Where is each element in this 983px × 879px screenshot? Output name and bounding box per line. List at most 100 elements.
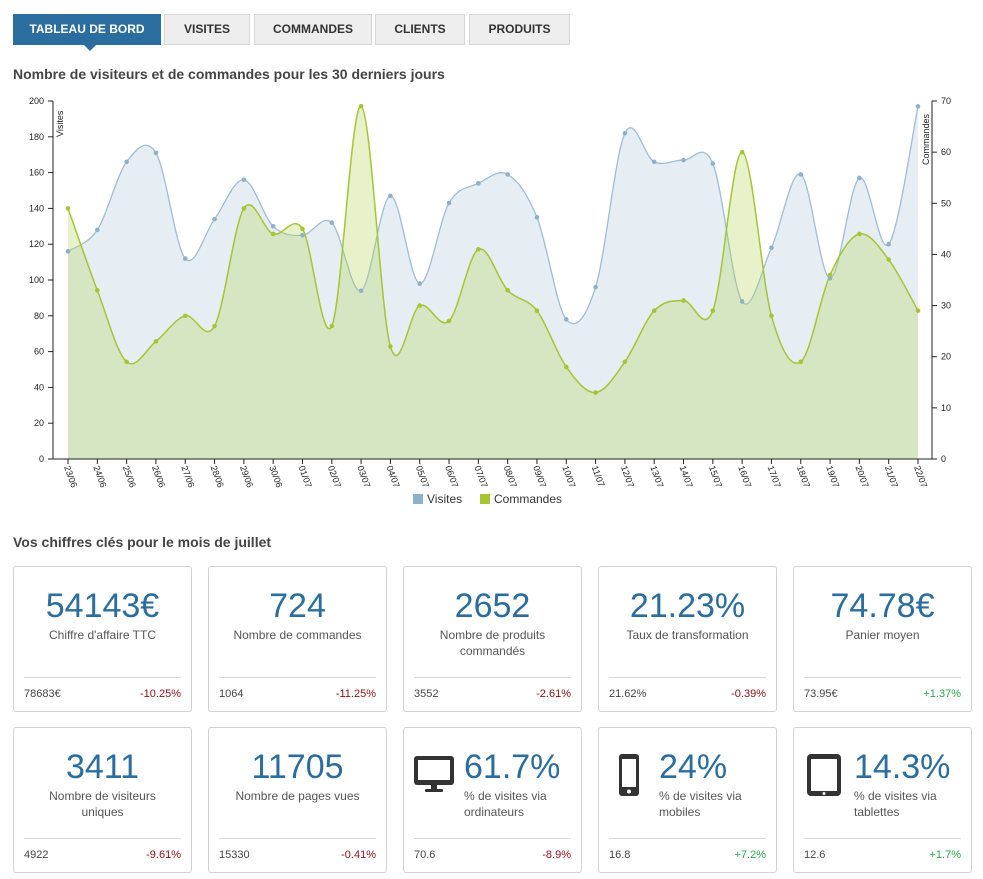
commandes-point — [95, 287, 100, 293]
commandes-point — [212, 323, 217, 329]
x-tick-label: 05/07 — [414, 464, 431, 489]
kpi-diff: -2.61% — [536, 688, 571, 700]
kpi-value: 54143€ — [45, 587, 160, 625]
kpi-previous: 16.8 — [609, 849, 631, 861]
x-tick-label: 11/07 — [590, 464, 607, 488]
y-right-tick-label: 70 — [941, 96, 951, 106]
visites-point — [622, 130, 628, 136]
x-tick-label: 22/07 — [912, 464, 929, 489]
visites-point — [563, 317, 569, 322]
commandes-point — [739, 149, 745, 155]
visites-point — [212, 216, 217, 222]
kpi-card-panier: 74.78€ Panier moyen 73.95€ +1.37% — [793, 566, 972, 712]
commandes-point — [857, 231, 862, 237]
y-left-tick-label: 40 — [34, 382, 44, 392]
commandes-point — [651, 308, 657, 313]
commandes-point — [769, 313, 774, 319]
visits-orders-chart: 0 20 40 60 80 100 120 140 160 180 200 0 10 20 30 40 50 60… — [29, 96, 951, 506]
kpi-card-visiteurs: 3411 Nombre de visiteurs uniques 4922 -9… — [13, 727, 192, 873]
tab-produits[interactable]: PRODUITS — [469, 14, 570, 45]
x-tick-label: 29/06 — [238, 464, 255, 489]
divider — [414, 677, 571, 678]
x-tick-label: 24/06 — [91, 464, 108, 489]
divider — [219, 677, 376, 678]
commandes-point — [388, 344, 393, 349]
tab-tableau-de-bord[interactable]: TABLEAU DE BORD — [13, 14, 161, 51]
commandes-point — [65, 206, 71, 211]
visites-point — [182, 256, 188, 261]
kpi-value: 11705 — [251, 748, 344, 786]
commandes-point — [534, 308, 540, 313]
commandes-point — [300, 226, 305, 232]
visites-point — [95, 227, 100, 233]
kpi-card-commandes: 724 Nombre de commandes 1064 -11.25% — [208, 566, 387, 712]
tablet-icon — [807, 754, 841, 796]
commandes-point — [710, 308, 716, 313]
divider — [609, 677, 766, 678]
x-tick-label: 28/06 — [209, 464, 226, 489]
kpi-card-ordinateurs: 61.7% % de visites via ordinateurs 70.6 … — [403, 727, 582, 873]
kpi-card-tablettes: 14.3% % de visites via tablettes 12.6 +1… — [793, 727, 972, 873]
kpi-diff: -8.9% — [542, 849, 571, 861]
commandes-point — [827, 272, 833, 278]
y-left-tick-label: 20 — [34, 418, 44, 428]
divider — [609, 838, 766, 839]
chart-title: Nombre de visiteurs et de commandes pour… — [13, 66, 445, 82]
kpi-diff: -9.61% — [146, 849, 181, 861]
kpi-value: 74.78€ — [830, 587, 935, 625]
tab-visites[interactable]: VISITES — [164, 14, 250, 45]
visites-point — [329, 220, 335, 226]
legend-label: Commandes — [494, 492, 562, 506]
x-tick-label: 27/06 — [179, 464, 196, 489]
tab-clients[interactable]: CLIENTS — [375, 14, 465, 45]
visites-point — [886, 241, 891, 247]
divider — [804, 677, 961, 678]
commandes-point — [886, 257, 891, 262]
kpi-diff: -11.25% — [335, 688, 376, 700]
visites-point — [681, 157, 686, 163]
commandes-point — [241, 206, 247, 211]
commandes-area — [68, 106, 918, 459]
kpi-value: 2652 — [454, 587, 531, 625]
visites-point — [153, 150, 159, 156]
tab-commandes[interactable]: COMMANDES — [254, 14, 372, 45]
y-right-tick-label: 30 — [941, 301, 951, 311]
kpi-label: Nombre de visiteurs uniques — [49, 789, 156, 819]
kpi-label: % de visites via tablettes — [854, 789, 937, 819]
y-right-tick-label: 0 — [941, 454, 946, 464]
y-right-tick-label: 60 — [941, 147, 951, 157]
commandes-point — [417, 303, 423, 308]
divider — [414, 838, 571, 839]
y-right-tick-label: 40 — [941, 249, 951, 259]
kpi-diff: +1.37% — [923, 688, 961, 700]
visites-point — [827, 275, 833, 281]
kpi-label: Nombre de produits commandés — [439, 628, 546, 658]
divider — [219, 838, 376, 839]
commandes-point — [182, 313, 188, 319]
x-tick-label: 26/06 — [150, 464, 167, 489]
kpi-label: Nombre de commandes — [233, 628, 362, 642]
x-tick-label: 15/07 — [707, 464, 724, 489]
commandes-point — [915, 308, 921, 313]
kpi-previous: 1064 — [219, 688, 244, 700]
visites-point — [505, 172, 510, 177]
x-tick-label: 10/07 — [560, 464, 577, 489]
x-tick-label: 14/07 — [678, 464, 695, 489]
kpi-label: % de visites via ordinateurs — [464, 789, 547, 819]
kpi-diff: -10.25% — [140, 688, 181, 700]
commandes-point — [329, 323, 335, 329]
y-left-tick-label: 60 — [34, 347, 44, 357]
kpi-card-ca: 54143€ Chiffre d'affaire TTC 78683€ -10.… — [13, 566, 192, 712]
visites-point — [534, 215, 540, 220]
x-tick-label: 16/07 — [736, 464, 753, 489]
y-left-tick-label: 100 — [29, 275, 44, 285]
visites-point — [417, 281, 423, 286]
kpi-previous: 21.62% — [609, 688, 647, 700]
kpi-previous: 4922 — [24, 849, 49, 861]
visites-point — [446, 200, 452, 206]
y-left-tick-label: 140 — [29, 203, 44, 213]
legend-swatch — [413, 494, 423, 504]
visites-point — [593, 284, 598, 290]
mobile-icon — [619, 754, 639, 796]
visites-point — [388, 193, 393, 199]
